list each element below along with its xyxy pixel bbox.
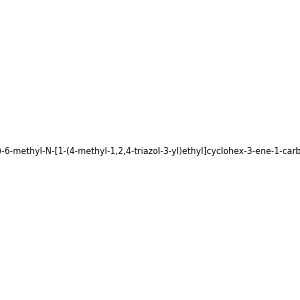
Text: (1R,6R)-6-methyl-N-[1-(4-methyl-1,2,4-triazol-3-yl)ethyl]cyclohex-3-ene-1-carbox: (1R,6R)-6-methyl-N-[1-(4-methyl-1,2,4-tr…: [0, 147, 300, 156]
